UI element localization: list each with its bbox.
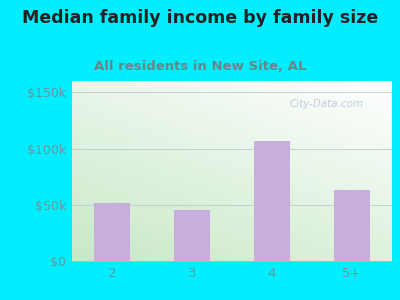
Bar (334, 190, 370, 261)
Text: City-Data.com: City-Data.com (290, 99, 364, 110)
Bar (174, 210, 210, 261)
Text: Median family income by family size: Median family income by family size (22, 9, 378, 27)
Text: All residents in New Site, AL: All residents in New Site, AL (94, 60, 306, 73)
Bar (94, 202, 130, 261)
Bar (254, 141, 290, 261)
